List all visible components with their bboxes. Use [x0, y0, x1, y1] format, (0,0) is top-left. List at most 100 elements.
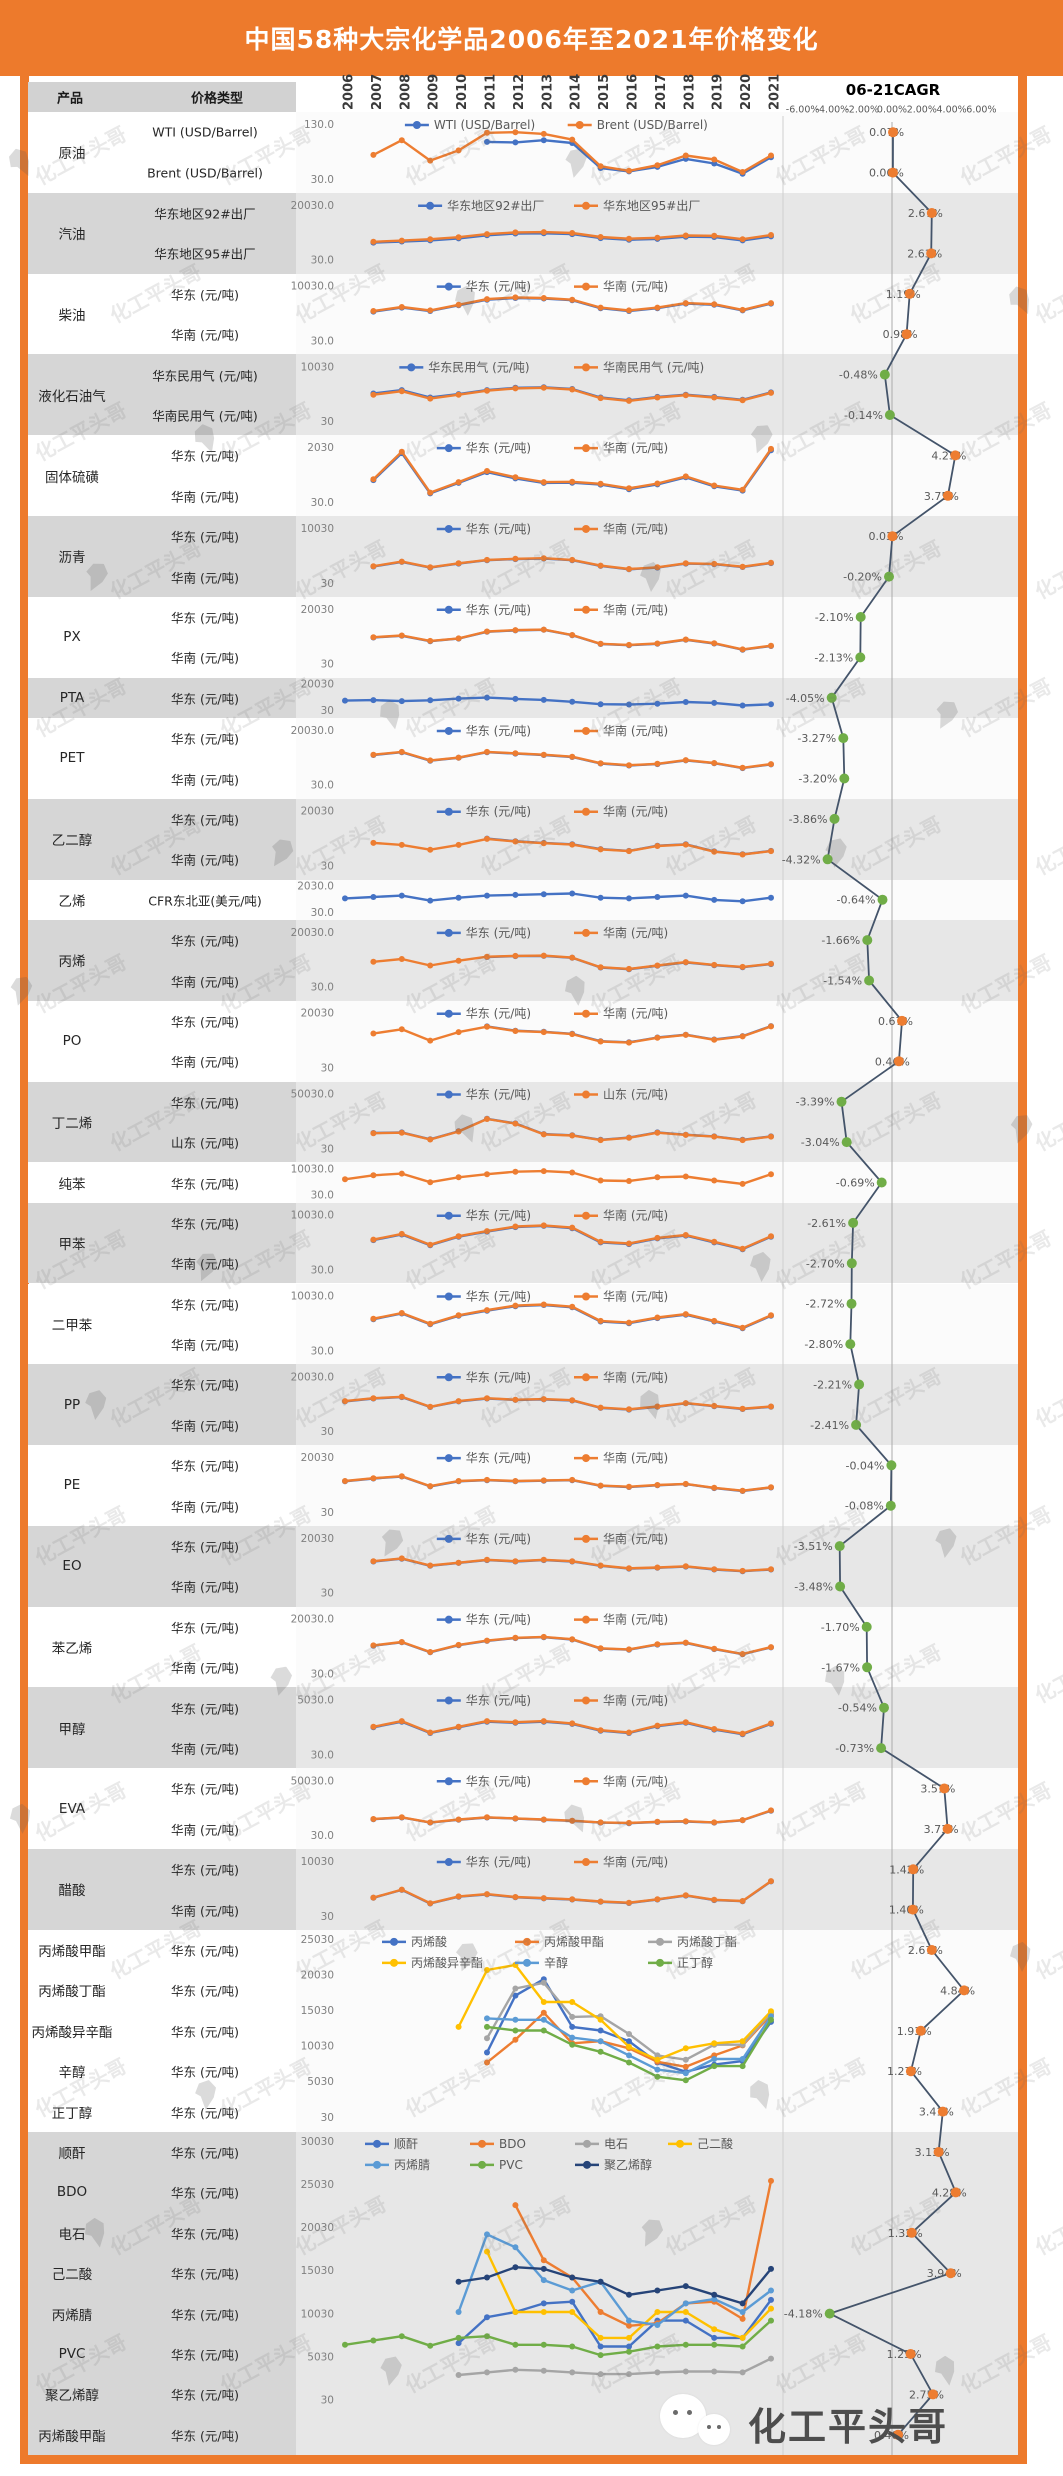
cagr-title: 06-21CAGR	[845, 81, 941, 99]
band-chart-4	[296, 435, 1018, 516]
price-type-label: 华东 (元/吨)	[171, 1176, 239, 1191]
price-type-label: CFR东北亚(美元/吨)	[148, 893, 262, 909]
price-type-label: 华南 (元/吨)	[171, 489, 239, 505]
band-table-8	[28, 717, 296, 799]
band-chart-2	[296, 273, 1018, 355]
year-label: 2020	[739, 74, 754, 110]
price-type-label: 华南 (元/吨)	[171, 1499, 239, 1515]
product-label: 原油	[58, 146, 86, 163]
band-table-11	[28, 919, 296, 1001]
price-type-label: 华东 (元/吨)	[171, 610, 239, 626]
band-chart-22	[296, 1768, 1018, 1850]
product-label: 顺酐	[58, 2146, 86, 2163]
year-label: 2021	[768, 74, 783, 110]
cagr-axis-tick-label: 4.00%	[936, 104, 967, 116]
price-type-label: 华东 (元/吨)	[171, 691, 239, 707]
product-label: EVA	[58, 1800, 86, 1817]
footer-brand: 化工平头哥	[660, 2392, 948, 2454]
band-chart-17	[296, 1364, 1018, 1446]
price-type-label: 华东 (元/吨)	[171, 1297, 239, 1313]
band-chart-18	[296, 1445, 1018, 1526]
year-label: 2016	[626, 74, 641, 110]
product-label: PX	[63, 629, 81, 646]
product-label: BDO	[56, 2184, 88, 2201]
logo-bubble-small	[698, 2414, 730, 2445]
price-type-label: 华东 (元/吨)	[171, 287, 239, 303]
band-chart-25	[296, 2131, 1018, 2415]
product-label: 甲醇	[58, 1721, 86, 1738]
frame-left	[20, 76, 29, 2464]
band-table-18	[28, 1445, 296, 1526]
product-label: 己二酸	[51, 2267, 93, 2284]
price-type-label: 华东 (元/吨)	[171, 1377, 239, 1393]
product-label: 丙烯酸异辛酯	[31, 2024, 113, 2041]
band-chart-19	[296, 1525, 1018, 1607]
price-type-label: 华南 (元/吨)	[171, 1256, 239, 1272]
product-label: PO	[62, 1033, 82, 1050]
product-label: 丁二烯	[51, 1115, 93, 1132]
title-bar-bg	[0, 0, 1063, 76]
price-type-label: 华东民用气 (元/吨)	[152, 368, 258, 384]
product-label: 甲苯	[58, 1237, 86, 1254]
price-type-label: 华东 (元/吨)	[171, 1014, 239, 1030]
price-type-label: 华东 (元/吨)	[171, 1095, 239, 1111]
band-chart-6	[296, 596, 1018, 678]
year-label: 2009	[427, 74, 442, 110]
product-label: 苯乙烯	[51, 1641, 93, 1658]
band-chart-3	[296, 354, 1018, 436]
cagr-axis-tick-label: 6.00%	[966, 104, 997, 116]
band-table-1	[28, 192, 296, 274]
band-table-12	[28, 1000, 296, 1082]
product-label: 沥青	[58, 550, 86, 567]
year-label: 2010	[455, 74, 470, 110]
price-type-label: 华南 (元/吨)	[171, 570, 239, 586]
band-table-24	[28, 1929, 296, 2132]
cagr-axis-tick-label: 0.00%	[876, 104, 908, 116]
product-label: 丙烯腈	[51, 2307, 93, 2324]
band-table-16	[28, 1283, 296, 1365]
price-type-label: 华东 (元/吨)	[171, 2307, 239, 2323]
price-type-label: 华东 (元/吨)	[171, 1701, 239, 1717]
product-label: 丙烯酸丁酯	[38, 1984, 106, 2001]
price-type-label: 华东 (元/吨)	[171, 731, 239, 747]
band-chart-1	[296, 192, 1018, 274]
product-label: EO	[62, 1558, 82, 1575]
product-label: PET	[59, 750, 85, 767]
price-type-label: 华东 (元/吨)	[171, 529, 239, 545]
price-type-label: 山东 (元/吨)	[171, 1135, 239, 1151]
band-table-7	[28, 677, 296, 718]
product-label: PP	[63, 1396, 81, 1413]
price-type-label: 华东 (元/吨)	[171, 812, 239, 828]
year-label: 2019	[711, 74, 726, 110]
price-type-label: 华东 (元/吨)	[171, 933, 239, 949]
band-table-13	[28, 1081, 296, 1163]
price-type-label: 华东 (元/吨)	[171, 2347, 239, 2363]
product-label: 柴油	[58, 307, 86, 324]
band-table-9	[28, 798, 296, 880]
frame-right	[1018, 76, 1027, 2464]
brand-name: 化工平头哥	[748, 2404, 949, 2449]
column-header-price-type: 价格类型	[190, 91, 244, 107]
product-label: PE	[63, 1477, 81, 1494]
band-table-6	[28, 596, 296, 678]
year-label: 2011	[484, 74, 499, 110]
band-chart-15	[296, 1202, 1018, 1284]
price-type-label: 华东 (元/吨)	[171, 1620, 239, 1636]
price-type-label: 华南 (元/吨)	[171, 1822, 239, 1838]
cagr-axis-tick-label: -2.00%	[845, 104, 879, 116]
year-label: 2013	[540, 74, 555, 110]
band-table-0	[28, 112, 296, 193]
price-type-label: 华南 (元/吨)	[171, 852, 239, 868]
price-type-label: Brent (USD/Barrel)	[147, 165, 263, 181]
product-label: 醋酸	[58, 1883, 86, 1900]
cagr-axis-tick-label: 2.00%	[906, 104, 937, 116]
product-label: 纯苯	[58, 1176, 86, 1193]
year-label: 2012	[512, 74, 527, 110]
band-table-22	[28, 1768, 296, 1850]
price-type-label: 华南 (元/吨)	[171, 974, 239, 990]
product-label: 二甲苯	[51, 1317, 93, 1334]
band-table-20	[28, 1606, 296, 1688]
wechat-logo-icon	[660, 2392, 738, 2454]
price-type-label: 华东 (元/吨)	[171, 1943, 239, 1959]
band-chart-23	[296, 1849, 1018, 1930]
